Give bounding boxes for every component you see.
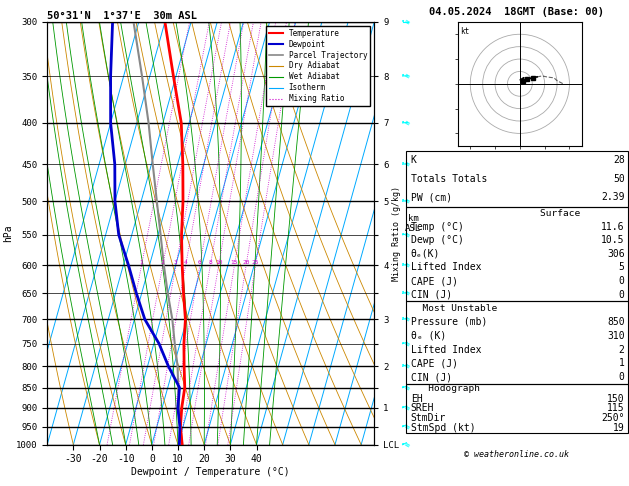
Text: •: • bbox=[401, 262, 404, 268]
Text: ≡: ≡ bbox=[403, 314, 411, 325]
Text: 250°: 250° bbox=[601, 413, 625, 423]
Text: Totals Totals: Totals Totals bbox=[411, 174, 487, 184]
Text: 0: 0 bbox=[619, 372, 625, 382]
Text: 3: 3 bbox=[174, 260, 178, 265]
Text: 15: 15 bbox=[231, 260, 238, 265]
Text: 2: 2 bbox=[619, 345, 625, 354]
Text: •: • bbox=[401, 120, 404, 126]
Text: ≡: ≡ bbox=[403, 196, 411, 207]
Text: EH: EH bbox=[411, 394, 423, 403]
Text: 0: 0 bbox=[619, 290, 625, 299]
Text: ≡: ≡ bbox=[403, 339, 411, 349]
Text: ≡: ≡ bbox=[403, 17, 411, 27]
Text: SREH: SREH bbox=[411, 403, 434, 413]
Text: 1: 1 bbox=[619, 358, 625, 368]
Text: ≡: ≡ bbox=[403, 402, 411, 413]
Text: ≡: ≡ bbox=[403, 118, 411, 128]
Text: θₑ (K): θₑ (K) bbox=[411, 331, 446, 341]
Text: ≡: ≡ bbox=[403, 439, 411, 450]
Text: 306: 306 bbox=[607, 249, 625, 259]
Text: 8: 8 bbox=[208, 260, 212, 265]
Text: 4: 4 bbox=[184, 260, 187, 265]
Text: ≡: ≡ bbox=[403, 382, 411, 393]
Text: •: • bbox=[401, 73, 404, 79]
Text: ≡: ≡ bbox=[403, 260, 411, 270]
Text: Surface: Surface bbox=[517, 209, 580, 218]
Text: Hodograph: Hodograph bbox=[411, 384, 480, 393]
Text: 2.39: 2.39 bbox=[601, 192, 625, 202]
Text: © weatheronline.co.uk: © weatheronline.co.uk bbox=[464, 450, 569, 459]
Text: Mixing Ratio (g/kg): Mixing Ratio (g/kg) bbox=[392, 186, 401, 281]
Text: 6: 6 bbox=[198, 260, 202, 265]
Text: ≡: ≡ bbox=[403, 421, 411, 432]
Text: CAPE (J): CAPE (J) bbox=[411, 358, 458, 368]
Text: 04.05.2024  18GMT (Base: 00): 04.05.2024 18GMT (Base: 00) bbox=[429, 7, 604, 17]
Text: 10: 10 bbox=[215, 260, 223, 265]
Text: •: • bbox=[401, 341, 404, 347]
Text: θₑ(K): θₑ(K) bbox=[411, 249, 440, 259]
Text: PW (cm): PW (cm) bbox=[411, 192, 452, 202]
Text: 28: 28 bbox=[613, 155, 625, 165]
Text: Dewp (°C): Dewp (°C) bbox=[411, 235, 464, 245]
Text: •: • bbox=[401, 384, 404, 391]
Text: •: • bbox=[401, 232, 404, 238]
Legend: Temperature, Dewpoint, Parcel Trajectory, Dry Adiabat, Wet Adiabat, Isotherm, Mi: Temperature, Dewpoint, Parcel Trajectory… bbox=[266, 26, 370, 106]
Text: ≡: ≡ bbox=[403, 361, 411, 371]
Text: 115: 115 bbox=[607, 403, 625, 413]
Text: K: K bbox=[411, 155, 416, 165]
Text: 1: 1 bbox=[140, 260, 143, 265]
Text: 150: 150 bbox=[607, 394, 625, 403]
Text: •: • bbox=[401, 405, 404, 411]
Text: ≡: ≡ bbox=[403, 159, 411, 170]
Text: 50: 50 bbox=[613, 174, 625, 184]
Text: ≡: ≡ bbox=[403, 288, 411, 298]
Text: •: • bbox=[401, 161, 404, 167]
Text: StmDir: StmDir bbox=[411, 413, 446, 423]
Text: StmSpd (kt): StmSpd (kt) bbox=[411, 423, 476, 433]
Text: 0: 0 bbox=[619, 276, 625, 286]
Text: 2: 2 bbox=[161, 260, 165, 265]
Text: 50°31'N  1°37'E  30m ASL: 50°31'N 1°37'E 30m ASL bbox=[47, 11, 197, 21]
Text: Most Unstable: Most Unstable bbox=[411, 304, 497, 312]
Text: kt: kt bbox=[460, 27, 470, 36]
Text: 25: 25 bbox=[252, 260, 259, 265]
Text: 19: 19 bbox=[613, 423, 625, 433]
Text: CAPE (J): CAPE (J) bbox=[411, 276, 458, 286]
Text: •: • bbox=[401, 364, 404, 369]
Text: 20: 20 bbox=[242, 260, 250, 265]
Text: •: • bbox=[401, 442, 404, 448]
Y-axis label: km
ASL: km ASL bbox=[405, 214, 421, 233]
Text: 11.6: 11.6 bbox=[601, 222, 625, 232]
Text: 5: 5 bbox=[619, 262, 625, 273]
Text: •: • bbox=[401, 424, 404, 430]
Text: ≡: ≡ bbox=[403, 71, 411, 81]
Text: CIN (J): CIN (J) bbox=[411, 290, 452, 299]
Text: •: • bbox=[401, 198, 404, 204]
Text: CIN (J): CIN (J) bbox=[411, 372, 452, 382]
Text: Temp (°C): Temp (°C) bbox=[411, 222, 464, 232]
Text: 310: 310 bbox=[607, 331, 625, 341]
X-axis label: Dewpoint / Temperature (°C): Dewpoint / Temperature (°C) bbox=[131, 467, 290, 477]
Text: Pressure (mb): Pressure (mb) bbox=[411, 317, 487, 327]
Text: •: • bbox=[401, 316, 404, 322]
Text: ≡: ≡ bbox=[403, 229, 411, 240]
Text: 850: 850 bbox=[607, 317, 625, 327]
Text: Lifted Index: Lifted Index bbox=[411, 262, 481, 273]
Y-axis label: hPa: hPa bbox=[3, 225, 13, 242]
Text: 10.5: 10.5 bbox=[601, 235, 625, 245]
Text: •: • bbox=[401, 291, 404, 296]
Text: •: • bbox=[401, 19, 404, 25]
Text: Lifted Index: Lifted Index bbox=[411, 345, 481, 354]
